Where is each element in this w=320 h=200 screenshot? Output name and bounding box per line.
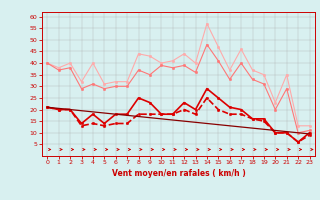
X-axis label: Vent moyen/en rafales ( km/h ): Vent moyen/en rafales ( km/h ) (112, 169, 245, 178)
